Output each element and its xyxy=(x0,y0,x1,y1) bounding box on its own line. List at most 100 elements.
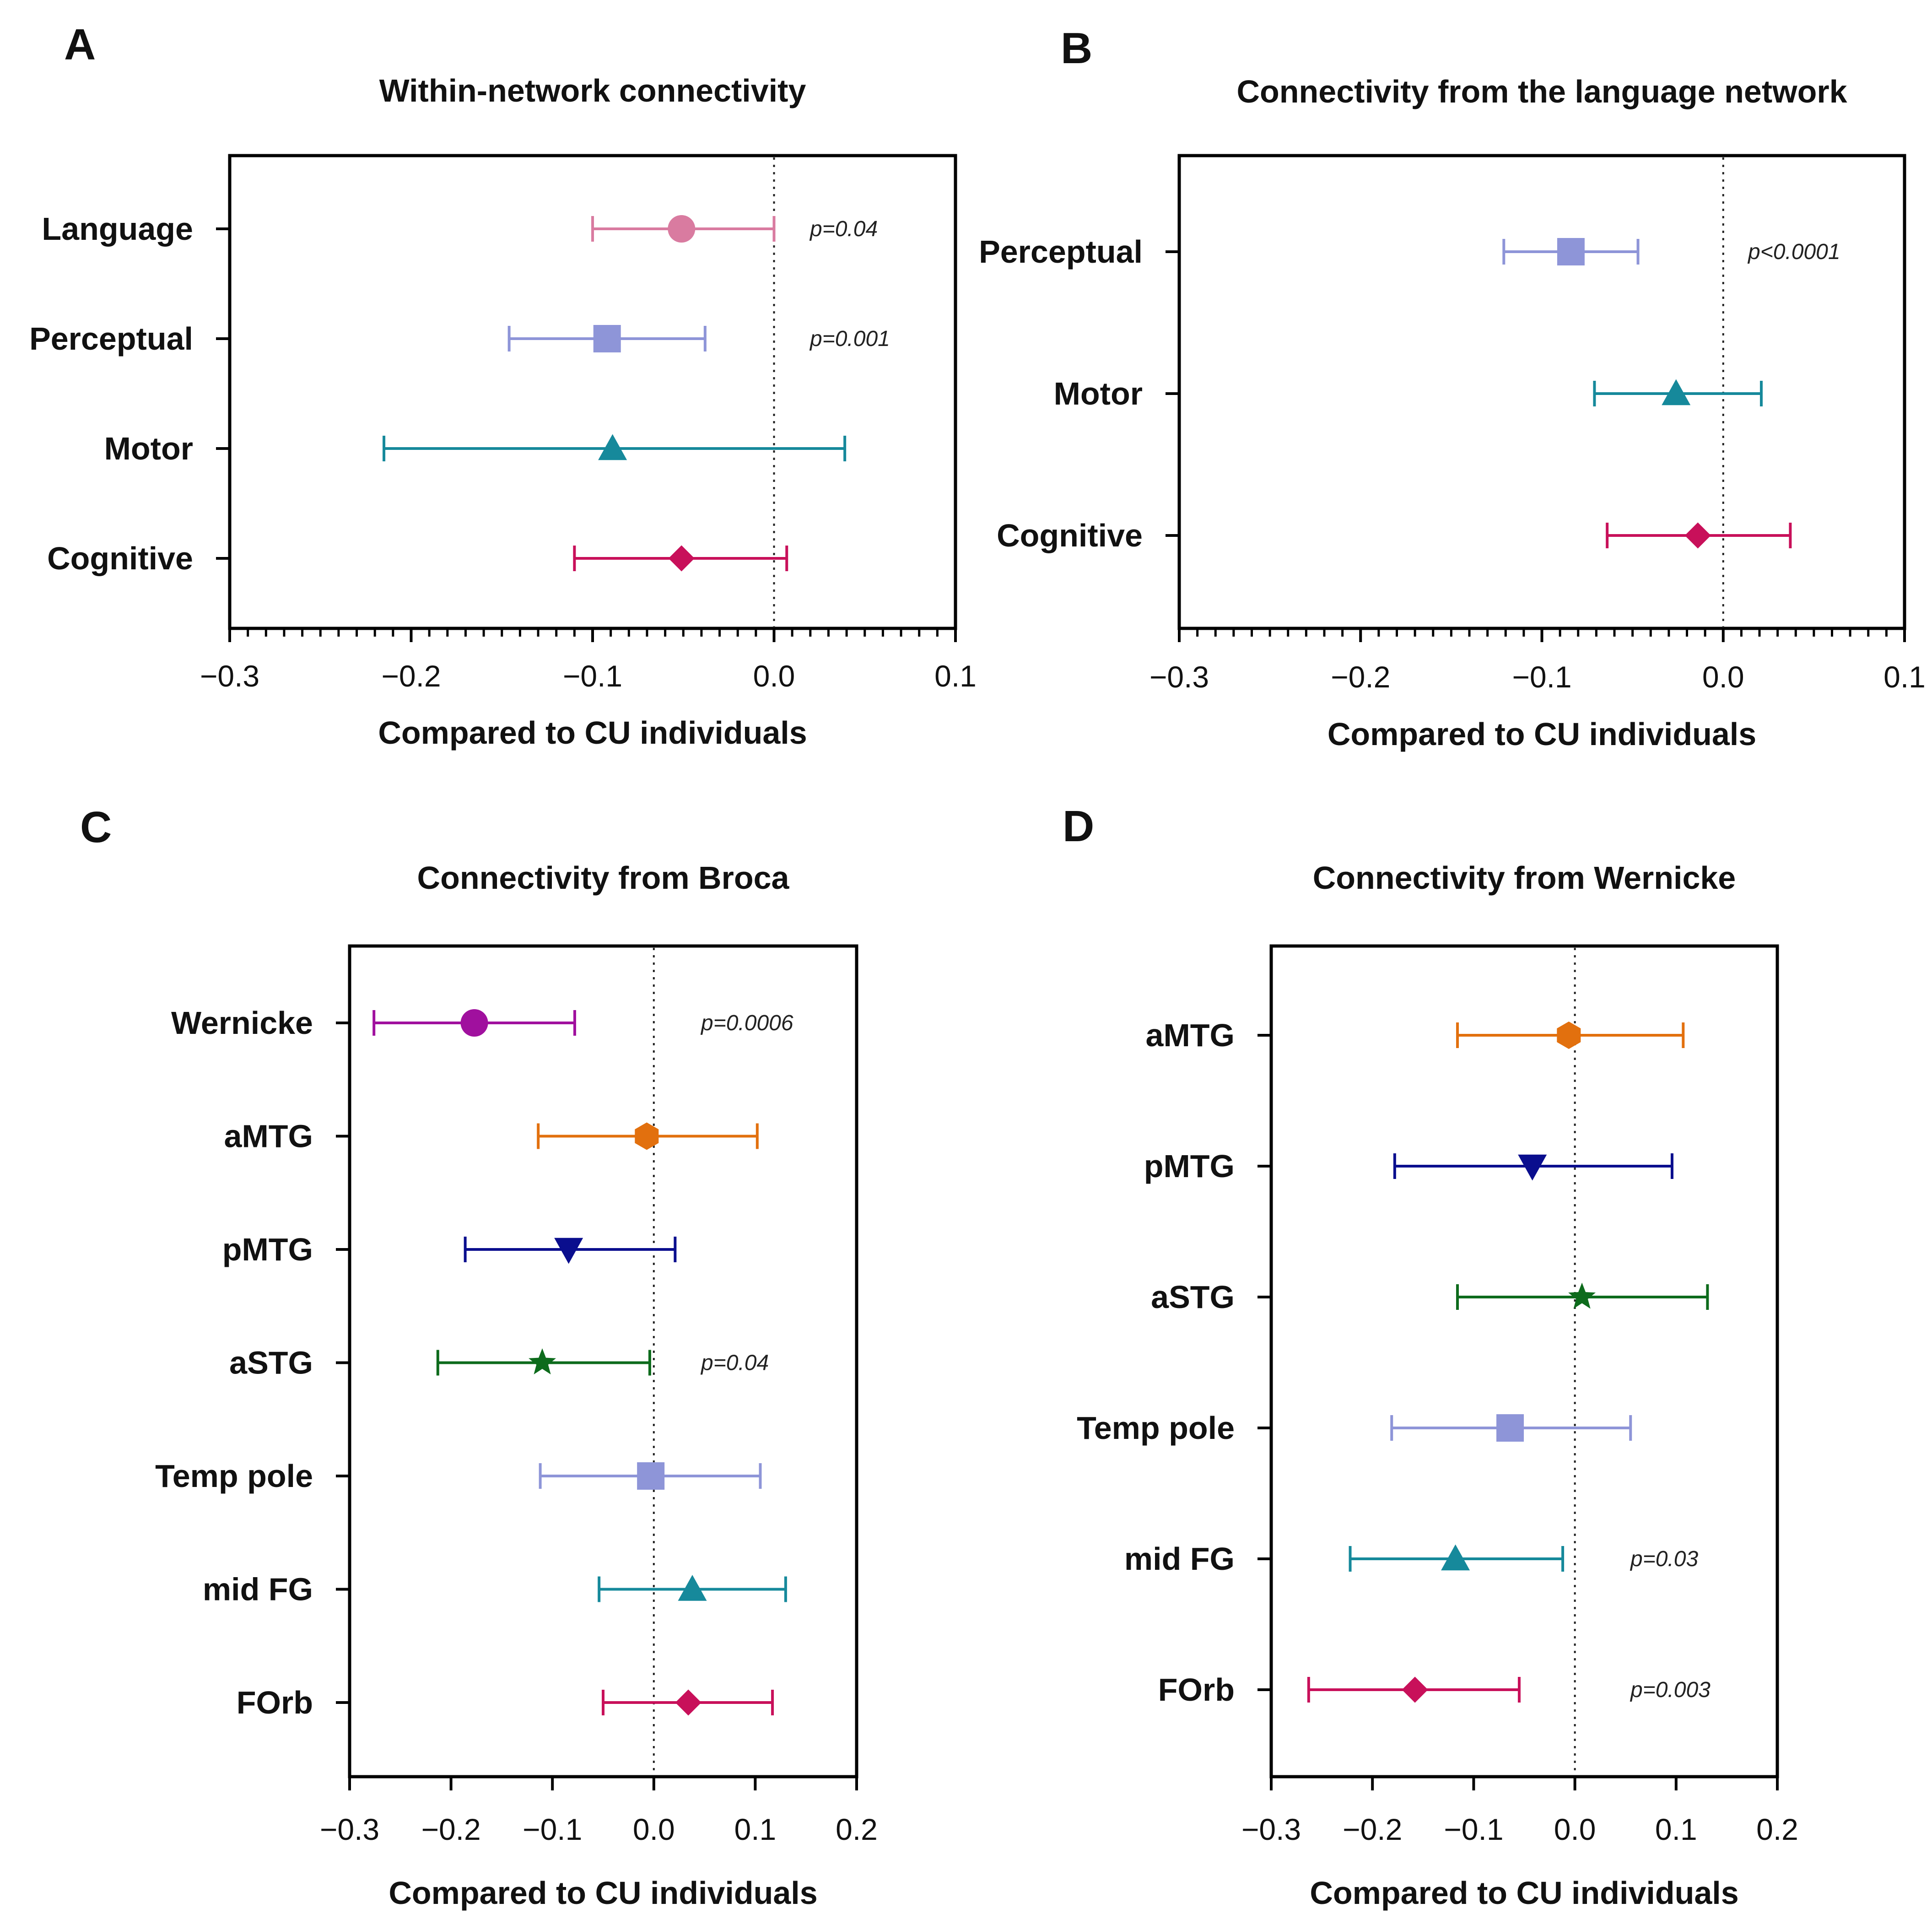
y-category-label: aMTG xyxy=(1146,1017,1235,1053)
p-value-label: p=0.001 xyxy=(809,327,890,351)
x-tick-label: −0.1 xyxy=(563,659,622,693)
point-estimate-marker xyxy=(1662,379,1691,405)
p-value-label: p=0.03 xyxy=(1630,1547,1698,1571)
point-estimate-marker xyxy=(1402,1676,1428,1703)
x-axis-label: Compared to CU individuals xyxy=(389,1875,817,1911)
point-estimate-marker xyxy=(1441,1544,1470,1571)
panel-letter: B xyxy=(1061,24,1092,73)
x-tick-label: −0.2 xyxy=(1343,1812,1402,1846)
point-estimate-marker xyxy=(1496,1414,1524,1442)
forest-row: aSTG xyxy=(1151,1279,1709,1315)
forest-row: Temp pole xyxy=(155,1458,762,1494)
x-tick-label: 0.0 xyxy=(633,1812,675,1846)
point-estimate-marker xyxy=(554,1238,583,1264)
point-estimate-marker xyxy=(635,1122,659,1150)
chart-title: Connectivity from Wernicke xyxy=(1313,860,1736,896)
y-category-label: Perceptual xyxy=(29,321,193,357)
x-tick-label: 0.2 xyxy=(836,1812,878,1846)
point-estimate-marker xyxy=(460,1009,488,1037)
forest-row: FOrb xyxy=(237,1685,774,1720)
forest-row: Cognitive xyxy=(997,518,1792,553)
x-tick-label: −0.1 xyxy=(523,1812,582,1846)
x-tick-label: 0.2 xyxy=(1756,1812,1798,1846)
y-category-label: aMTG xyxy=(224,1119,313,1154)
panel-letter: A xyxy=(64,20,96,69)
y-category-label: Cognitive xyxy=(47,541,193,576)
point-estimate-marker xyxy=(1557,1022,1581,1049)
y-category-label: aSTG xyxy=(229,1345,313,1381)
x-tick-label: −0.3 xyxy=(320,1812,379,1846)
x-tick-label: 0.1 xyxy=(934,659,977,693)
point-estimate-marker xyxy=(668,215,696,243)
x-tick-label: −0.3 xyxy=(1149,660,1209,694)
y-category-label: pMTG xyxy=(1144,1148,1235,1184)
chart-title: Within-network connectivity xyxy=(379,73,806,108)
x-tick-label: 0.0 xyxy=(1554,1812,1596,1846)
forest-row: pMTG xyxy=(222,1232,677,1267)
x-axis-label: Compared to CU individuals xyxy=(1328,716,1756,752)
point-estimate-marker xyxy=(1684,522,1711,549)
point-estimate-marker xyxy=(637,1462,665,1490)
y-category-label: FOrb xyxy=(237,1685,313,1720)
x-tick-label: −0.1 xyxy=(1444,1812,1503,1846)
forest-row: Perceptual p=0.001 xyxy=(29,321,890,357)
forest-row: aMTG xyxy=(1146,1017,1685,1053)
y-category-label: Temp pole xyxy=(155,1458,313,1494)
panel-d: D Connectivity from Wernicke −0.3 −0.2 −0.1 0… xyxy=(1063,802,1798,1911)
p-value-label: p=0.003 xyxy=(1630,1678,1711,1702)
chart-title: Connectivity from Broca xyxy=(417,860,790,896)
panel-letter: C xyxy=(80,803,112,852)
x-tick-label: −0.3 xyxy=(200,659,259,693)
forest-row: aSTG p=0.04 xyxy=(229,1345,769,1381)
x-axis-label: Compared to CU individuals xyxy=(378,715,807,751)
x-tick-label: 0.1 xyxy=(734,1812,777,1846)
y-category-label: mid FG xyxy=(203,1572,313,1607)
panel-letter: D xyxy=(1063,802,1094,851)
chart-title: Connectivity from the language network xyxy=(1236,74,1847,109)
y-category-label: aSTG xyxy=(1151,1279,1235,1315)
plot-frame xyxy=(1269,944,1779,1779)
y-category-label: Cognitive xyxy=(997,518,1143,553)
x-tick-label: −0.1 xyxy=(1512,660,1571,694)
point-estimate-marker xyxy=(1557,238,1585,265)
x-tick-label: −0.2 xyxy=(421,1812,480,1846)
point-estimate-marker xyxy=(678,1575,707,1601)
y-category-label: pMTG xyxy=(222,1232,313,1267)
panel-c: C Connectivity from Broca −0.3 −0.2 −0.1 0.0 0… xyxy=(80,803,878,1911)
y-category-label: Wernicke xyxy=(171,1005,313,1041)
panel-a: A Within-network connectivity −0.3 −0.2 −0.1… xyxy=(29,20,977,751)
forest-row: mid FG p=0.03 xyxy=(1124,1541,1699,1577)
x-tick-label: −0.2 xyxy=(1331,660,1390,694)
x-tick-label: −0.3 xyxy=(1241,1812,1301,1846)
x-axis-label: Compared to CU individuals xyxy=(1310,1875,1738,1911)
point-estimate-marker xyxy=(675,1689,702,1716)
forest-row: Perceptual p<0.0001 xyxy=(979,234,1840,270)
y-category-label: FOrb xyxy=(1158,1672,1235,1708)
point-estimate-marker xyxy=(593,325,621,352)
point-estimate-marker xyxy=(1518,1154,1547,1181)
x-tick-label: 0.1 xyxy=(1655,1812,1697,1846)
point-estimate-marker xyxy=(598,434,627,460)
y-category-label: mid FG xyxy=(1124,1541,1235,1577)
x-tick-label: −0.2 xyxy=(381,659,441,693)
forest-row: Motor xyxy=(104,431,847,466)
x-tick-label: 0.0 xyxy=(1702,660,1744,694)
p-value-label: p=0.04 xyxy=(700,1351,769,1375)
forest-row: Wernicke p=0.0006 xyxy=(171,1005,793,1041)
x-tick-label: 0.0 xyxy=(753,659,795,693)
panel-b: B Connectivity from the language network −… xyxy=(979,24,1926,752)
forest-row: Temp pole xyxy=(1077,1410,1632,1446)
forest-row: Language p=0.04 xyxy=(42,211,878,247)
point-estimate-marker xyxy=(668,545,695,572)
forest-row: mid FG xyxy=(203,1572,787,1607)
x-tick-label: 0.1 xyxy=(1883,660,1926,694)
forest-row: FOrb p=0.003 xyxy=(1158,1672,1711,1708)
y-category-label: Perceptual xyxy=(979,234,1143,270)
forest-row: aMTG xyxy=(224,1119,759,1154)
plot-frame xyxy=(1177,154,1906,630)
point-estimate-marker xyxy=(1568,1282,1596,1309)
y-category-label: Temp pole xyxy=(1077,1410,1235,1446)
forest-row: Motor xyxy=(1054,376,1763,411)
p-value-label: p=0.04 xyxy=(809,217,878,241)
